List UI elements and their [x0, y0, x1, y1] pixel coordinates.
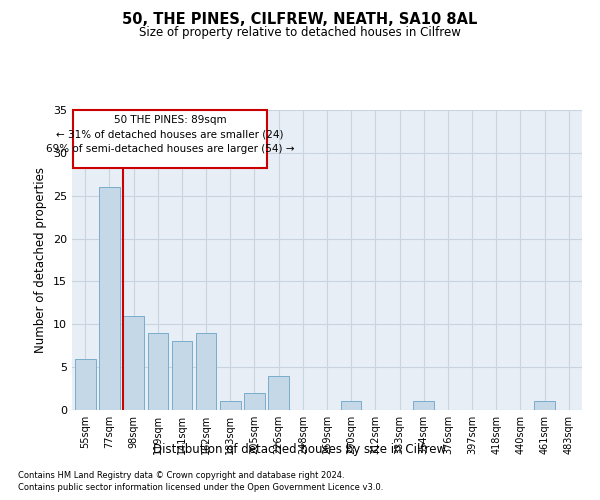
Bar [534, 402, 555, 410]
Text: ← 31% of detached houses are smaller (24): ← 31% of detached houses are smaller (24… [56, 130, 284, 140]
FancyBboxPatch shape [73, 110, 266, 168]
Bar [148, 333, 168, 410]
Bar [75, 358, 95, 410]
Bar [196, 333, 217, 410]
Y-axis label: Number of detached properties: Number of detached properties [34, 167, 47, 353]
Bar [341, 402, 361, 410]
Bar [99, 187, 120, 410]
Bar [413, 402, 434, 410]
Text: Contains HM Land Registry data © Crown copyright and database right 2024.: Contains HM Land Registry data © Crown c… [18, 471, 344, 480]
Text: Contains public sector information licensed under the Open Government Licence v3: Contains public sector information licen… [18, 484, 383, 492]
Text: 69% of semi-detached houses are larger (54) →: 69% of semi-detached houses are larger (… [46, 144, 294, 154]
Bar [220, 402, 241, 410]
Bar [124, 316, 144, 410]
Text: 50 THE PINES: 89sqm: 50 THE PINES: 89sqm [113, 116, 226, 126]
Bar [172, 342, 192, 410]
Text: Size of property relative to detached houses in Cilfrew: Size of property relative to detached ho… [139, 26, 461, 39]
Text: 50, THE PINES, CILFREW, NEATH, SA10 8AL: 50, THE PINES, CILFREW, NEATH, SA10 8AL [122, 12, 478, 28]
Bar [244, 393, 265, 410]
Bar [268, 376, 289, 410]
Text: Distribution of detached houses by size in Cilfrew: Distribution of detached houses by size … [154, 442, 446, 456]
